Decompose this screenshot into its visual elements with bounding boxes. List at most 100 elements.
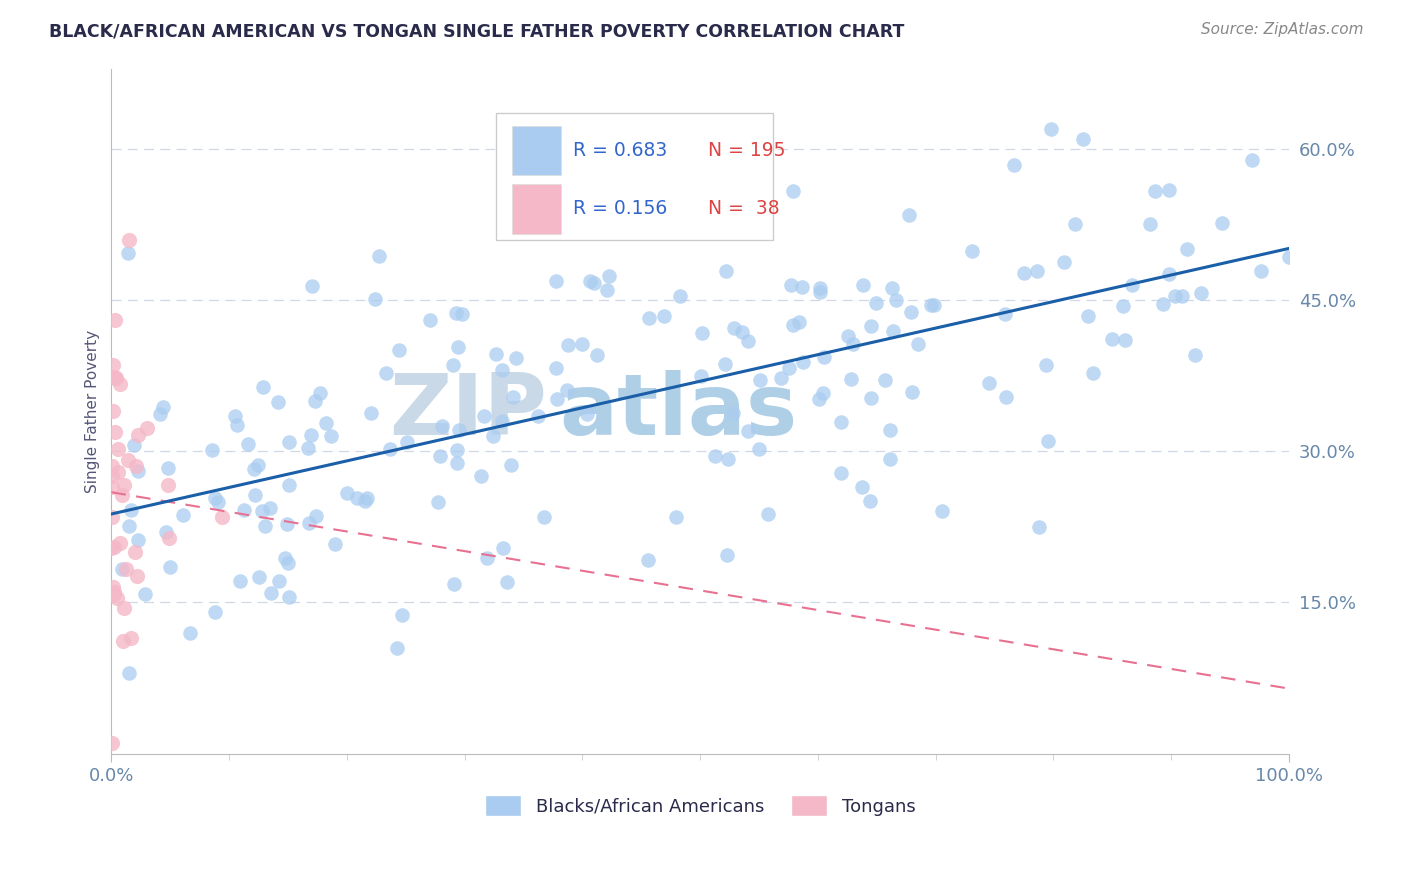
Point xyxy=(309,385,332,400)
Text: BLACK/AFRICAN AMERICAN VS TONGAN SINGLE FATHER POVERTY CORRELATION CHART: BLACK/AFRICAN AMERICAN VS TONGAN SINGLE … xyxy=(49,22,904,40)
Point xyxy=(360,406,382,420)
Point xyxy=(429,449,451,463)
Point xyxy=(637,553,659,567)
Point xyxy=(994,307,1017,321)
Point xyxy=(117,246,139,260)
Point xyxy=(120,503,142,517)
Point xyxy=(1175,242,1198,256)
Point xyxy=(111,488,134,502)
FancyBboxPatch shape xyxy=(496,113,773,240)
Point xyxy=(716,264,738,278)
Point xyxy=(737,334,759,349)
Point xyxy=(127,428,149,442)
Point xyxy=(813,350,835,364)
Point xyxy=(496,575,519,590)
Point xyxy=(298,516,321,530)
Point xyxy=(979,376,1001,391)
Point xyxy=(278,591,301,605)
Point xyxy=(276,516,298,531)
FancyBboxPatch shape xyxy=(512,126,561,176)
Point xyxy=(995,390,1018,404)
Point xyxy=(127,533,149,547)
Point xyxy=(748,442,770,456)
Point xyxy=(204,605,226,619)
Point xyxy=(1077,310,1099,324)
Point xyxy=(252,380,274,394)
Point xyxy=(120,631,142,645)
Point xyxy=(499,458,522,473)
Point xyxy=(233,502,256,516)
Point xyxy=(441,359,464,373)
Point xyxy=(1184,348,1206,362)
Point xyxy=(443,577,465,591)
Point xyxy=(447,340,470,354)
Point xyxy=(301,279,323,293)
Point xyxy=(960,244,983,259)
Point xyxy=(1157,267,1180,281)
Point xyxy=(475,551,498,566)
Point xyxy=(273,551,295,566)
Point xyxy=(1036,434,1059,448)
Point xyxy=(172,508,194,522)
Y-axis label: Single Father Poverty: Single Father Poverty xyxy=(86,329,100,492)
Point xyxy=(122,438,145,452)
Point xyxy=(585,348,607,362)
Point xyxy=(104,371,127,385)
Point xyxy=(533,509,555,524)
Point xyxy=(860,392,883,406)
Point xyxy=(830,466,852,480)
Point xyxy=(157,477,180,491)
Point xyxy=(107,465,129,479)
FancyBboxPatch shape xyxy=(512,185,561,234)
Point xyxy=(115,561,138,575)
Point xyxy=(353,494,375,508)
Point xyxy=(152,401,174,415)
Point xyxy=(692,326,714,340)
Point xyxy=(156,461,179,475)
Point xyxy=(446,442,468,457)
Point xyxy=(226,417,249,432)
Text: N = 195: N = 195 xyxy=(709,141,786,161)
Point xyxy=(101,358,124,372)
Point xyxy=(101,510,124,524)
Point xyxy=(201,443,224,458)
Point xyxy=(304,393,326,408)
Point xyxy=(243,462,266,476)
Point xyxy=(1278,251,1301,265)
Point xyxy=(807,392,830,407)
Point xyxy=(243,488,266,502)
Point xyxy=(527,409,550,424)
Point xyxy=(482,428,505,442)
Point xyxy=(100,541,122,555)
Point xyxy=(299,427,322,442)
Point xyxy=(111,633,134,648)
Point xyxy=(830,416,852,430)
Legend: Blacks/African Americans, Tongans: Blacks/African Americans, Tongans xyxy=(478,788,922,823)
Point xyxy=(865,296,887,310)
Point xyxy=(1101,332,1123,346)
Point xyxy=(901,384,924,399)
Point xyxy=(179,625,201,640)
Point xyxy=(491,414,513,428)
Point xyxy=(1240,153,1263,167)
Point xyxy=(704,449,727,463)
Point xyxy=(852,277,875,292)
Point xyxy=(319,429,342,443)
Point xyxy=(1139,217,1161,231)
Point xyxy=(356,491,378,505)
Point xyxy=(474,409,496,424)
Point xyxy=(236,437,259,451)
Point xyxy=(931,504,953,518)
Point xyxy=(125,569,148,583)
Point xyxy=(419,313,441,327)
Point xyxy=(555,384,578,398)
Point xyxy=(305,508,328,523)
Point xyxy=(470,468,492,483)
Point xyxy=(207,495,229,509)
Point xyxy=(770,370,793,384)
Point xyxy=(546,274,568,288)
Text: N =  38: N = 38 xyxy=(709,200,780,219)
Point xyxy=(111,562,134,576)
Text: R = 0.683: R = 0.683 xyxy=(574,141,668,161)
Point xyxy=(808,281,831,295)
